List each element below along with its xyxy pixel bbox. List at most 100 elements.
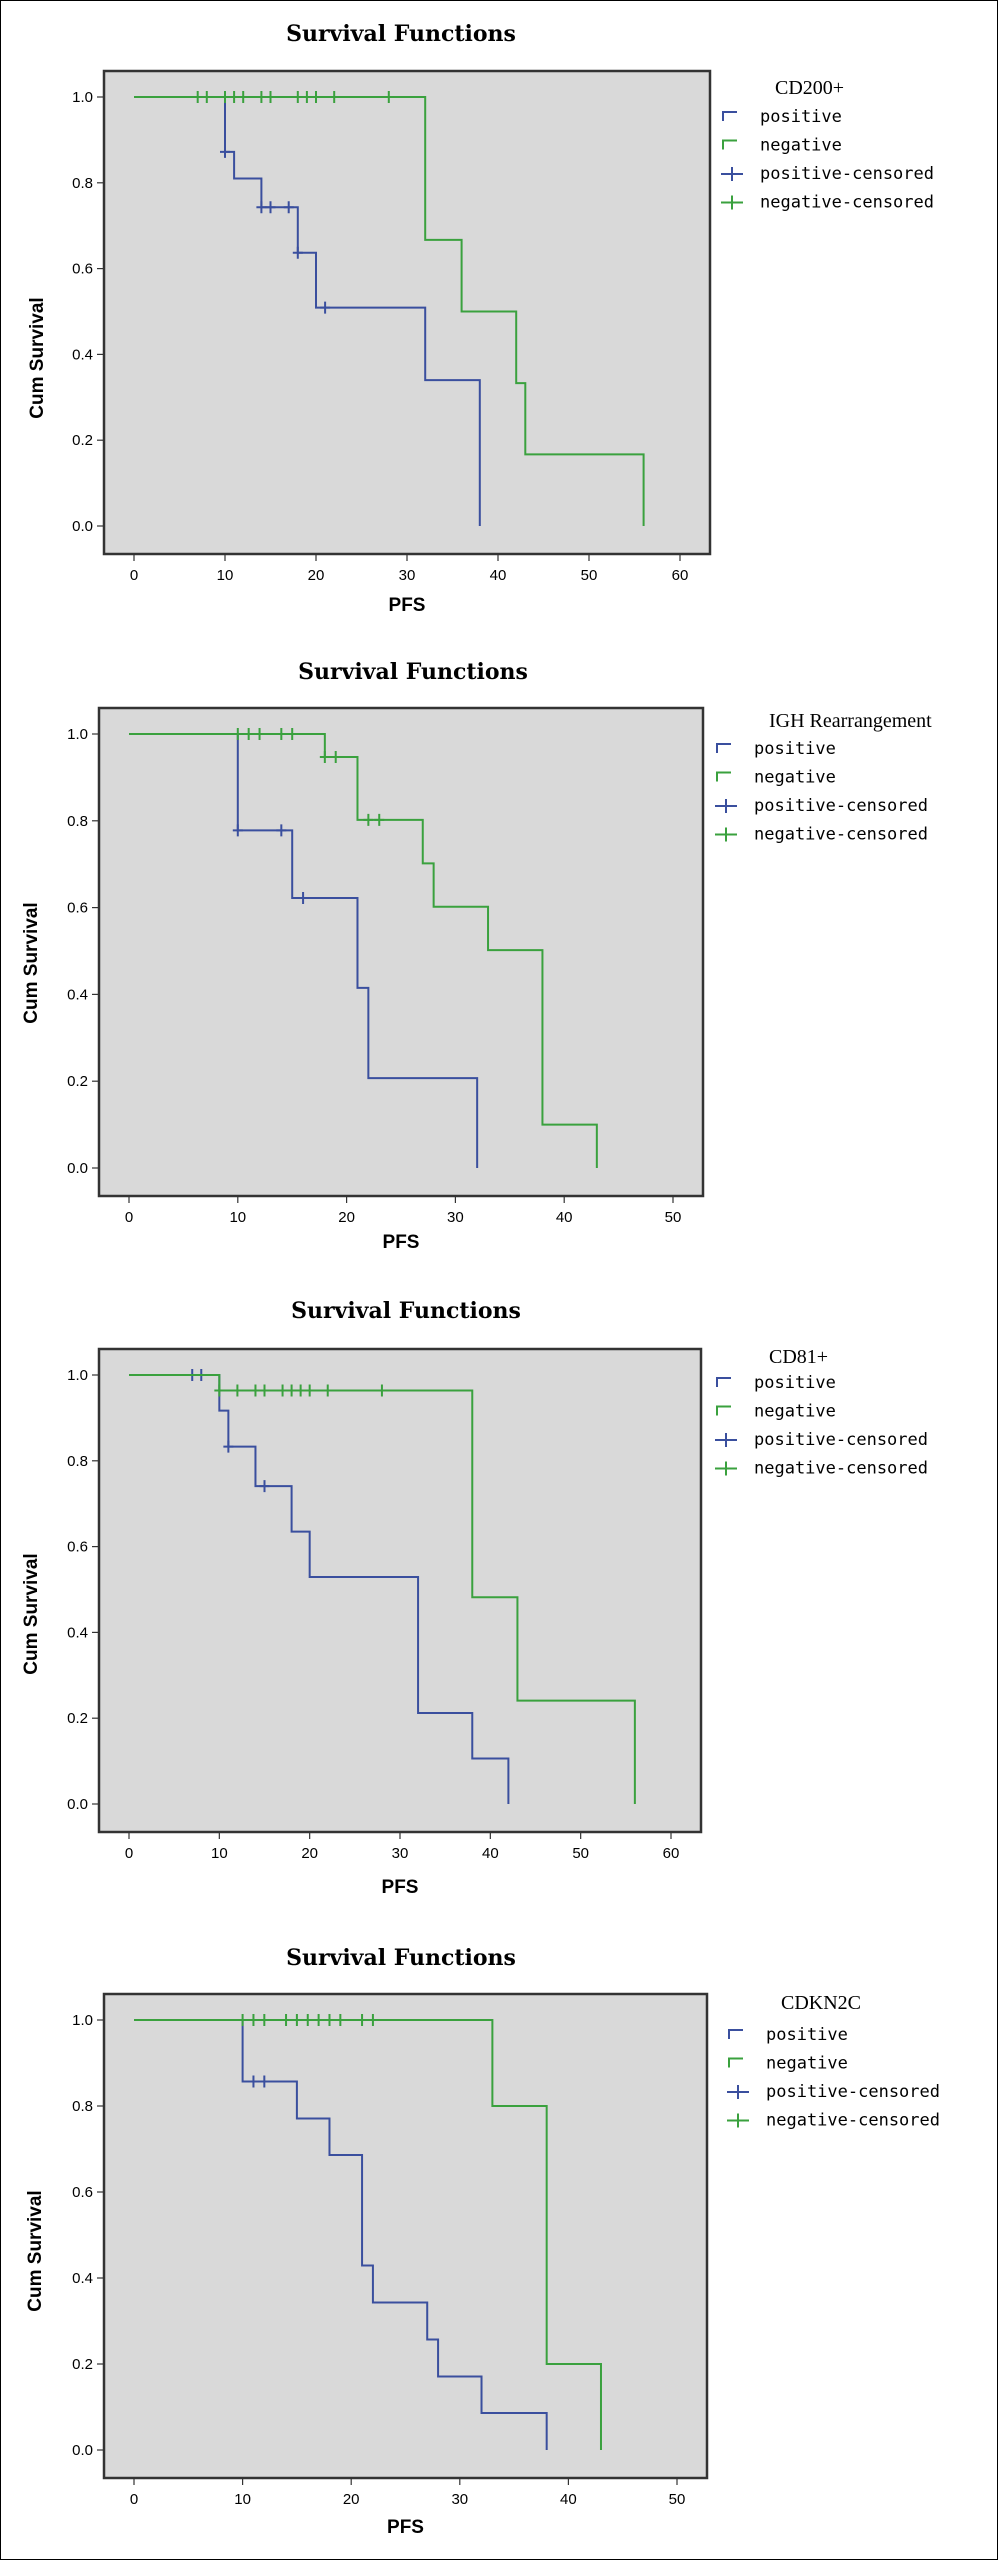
x-tick-label: 50	[572, 1845, 589, 1862]
censor-mark-positive	[265, 201, 276, 214]
legend-swatch-line	[716, 1377, 731, 1387]
x-tick-label: 0	[130, 567, 138, 584]
x-axis-label: PFS	[387, 2517, 424, 2538]
y-tick-label: 0.8	[72, 175, 93, 192]
plot-area	[97, 706, 705, 1198]
x-tick-label: 50	[581, 567, 598, 584]
legend: CDKN2C positive negative positive-censored n…	[727, 1992, 940, 2131]
x-tick-label: 30	[392, 1845, 409, 1862]
censor-mark-negative	[259, 2014, 270, 2026]
chart-title: Survival Functions	[298, 659, 528, 685]
censor-mark-positive	[248, 2075, 259, 2088]
censor-mark-negative	[276, 728, 287, 740]
y-axis-label: Cum Survival	[25, 2190, 46, 2311]
series-line-positive	[134, 2019, 548, 2450]
censor-mark-negative	[281, 2014, 292, 2026]
censor-mark-negative	[311, 91, 321, 103]
legend-swatch-cross	[721, 195, 743, 210]
legend-swatch-line	[716, 743, 731, 753]
censor-mark-negative	[329, 91, 340, 103]
legend-entry: negative-censored	[754, 1459, 928, 1479]
legend-swatch-cross	[715, 799, 737, 813]
y-tick-label: 0.2	[67, 1073, 88, 1090]
censor-mark-negative	[250, 1384, 261, 1397]
censor-mark-positive	[276, 824, 287, 837]
x-tick-label: 40	[490, 567, 507, 584]
legend-swatch-cross	[721, 167, 743, 181]
series-line-positive	[129, 1374, 510, 1804]
censor-mark-positive	[259, 2075, 270, 2088]
x-axis-label: PFS	[383, 1232, 420, 1253]
legend-swatch-cross	[715, 1461, 737, 1476]
y-tick-label: 0.6	[72, 2184, 93, 2201]
x-tick-label: 60	[663, 1845, 680, 1862]
y-tick-label: 0.2	[72, 2356, 93, 2373]
y-tick-label: 0.2	[72, 432, 93, 449]
censor-mark-negative	[254, 728, 265, 740]
legend-swatch-cross	[715, 827, 737, 842]
series-line-negative	[134, 2019, 602, 2450]
legend: CD200+ positive negative positive-censored n…	[721, 77, 934, 213]
legend-entry: negative-censored	[754, 825, 928, 845]
legend-swatch-line	[716, 1405, 731, 1416]
y-tick-label: 0.6	[72, 261, 93, 278]
censor-mark-positive	[223, 1440, 234, 1453]
legend: CD81+ positive negative positive-censored ne…	[715, 1346, 928, 1479]
censor-mark-positive	[256, 201, 267, 214]
y-tick-label: 0.0	[67, 1160, 88, 1177]
x-tick-label: 0	[125, 1845, 133, 1862]
censor-mark-negative	[301, 91, 312, 103]
censor-mark-negative	[229, 91, 240, 103]
y-tick-label: 1.0	[67, 1367, 88, 1384]
y-tick-label: 0.0	[72, 2442, 93, 2459]
y-tick-label: 1.0	[72, 89, 93, 106]
x-tick-label: 30	[447, 1209, 464, 1226]
censor-mark-positive	[292, 246, 303, 259]
x-tick-label: 20	[301, 1845, 318, 1862]
legend-entry: negative-censored	[760, 193, 934, 213]
legend-swatch-cross	[715, 1433, 737, 1447]
censor-mark-negative	[248, 2014, 259, 2026]
y-tick-label: 1.0	[72, 2012, 93, 2029]
plot-area	[97, 1347, 703, 1834]
plot-area	[102, 1992, 709, 2480]
censor-mark-negative	[363, 813, 374, 826]
censor-mark-positive	[259, 1480, 270, 1493]
censor-mark-negative	[295, 1384, 306, 1397]
x-tick-label: 10	[217, 567, 234, 584]
y-tick-label: 0.0	[72, 518, 93, 535]
censor-mark-negative	[374, 813, 385, 826]
x-tick-label: 50	[665, 1209, 682, 1226]
censor-mark-negative	[319, 751, 330, 764]
legend-entry: positive-censored	[766, 2082, 940, 2102]
x-tick-label: 60	[672, 567, 689, 584]
x-tick-label: 10	[229, 1209, 246, 1226]
survival-chart-4: Survival Functions 0 10 20 30 40 50 0.0 0.2 0.4 0.…	[25, 1945, 940, 2538]
y-tick-label: 0.8	[67, 1453, 88, 1470]
y-axis-label: Cum Survival	[27, 297, 48, 418]
legend-entry: positive-censored	[760, 164, 934, 184]
x-tick-label: 10	[234, 2491, 251, 2508]
censor-mark-negative	[214, 1384, 225, 1397]
censor-mark-positive	[220, 145, 230, 158]
legend-entry: negative-censored	[766, 2111, 940, 2131]
legend-entry: positive	[766, 2025, 848, 2045]
censor-mark-negative	[201, 91, 212, 103]
x-axis-label: PFS	[382, 1877, 419, 1898]
legend-entry: positive	[754, 739, 836, 759]
x-tick-label: 30	[399, 567, 416, 584]
censor-mark-negative	[220, 91, 230, 103]
legend-title: CD81+	[769, 1346, 828, 1368]
series-line-positive	[129, 733, 479, 1168]
censor-mark-negative	[237, 2014, 248, 2026]
censor-mark-negative	[357, 2014, 368, 2026]
x-tick-label: 20	[308, 567, 325, 584]
y-tick-label: 0.0	[67, 1796, 88, 1813]
censor-mark-negative	[287, 728, 298, 740]
censor-mark-negative	[232, 728, 243, 740]
censor-mark-positive	[320, 301, 331, 314]
x-tick-label: 20	[338, 1209, 355, 1226]
chart-title: Survival Functions	[286, 21, 516, 47]
censor-mark-negative	[376, 1384, 387, 1397]
x-axis-label: PFS	[389, 595, 426, 616]
